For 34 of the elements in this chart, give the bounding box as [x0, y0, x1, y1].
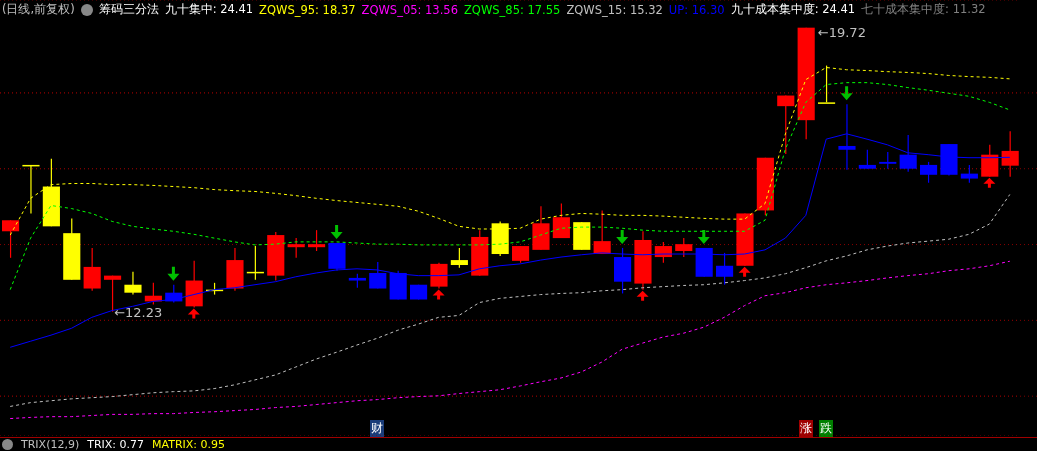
text: MATRIX: 0.95 — [152, 438, 226, 451]
candlestick — [124, 271, 142, 296]
annotation: ZQWS_85: 17.55 — [463, 2, 561, 17]
candlestick — [308, 229, 326, 252]
annotation: 财 — [370, 420, 385, 437]
candlestick — [369, 261, 387, 290]
annotation: 跌 — [819, 420, 834, 437]
annotation: ZQWS_15: 15.32 — [566, 2, 663, 17]
candlestick — [1001, 130, 1019, 178]
annotation: ←12.23 — [114, 304, 163, 320]
candlestick — [981, 144, 999, 178]
text: TRIX: 0.77 — [87, 438, 145, 451]
chart-subtitle: (日线,前复权) — [2, 2, 75, 17]
candlestick — [287, 237, 305, 259]
candlestick — [552, 202, 570, 239]
chart-title: 筹码三分法 — [98, 2, 159, 17]
candlestick — [83, 247, 101, 292]
candlestick — [858, 149, 876, 170]
annotation: UP: 16.30 — [668, 2, 725, 17]
candlestick — [777, 94, 795, 155]
candlestick — [675, 237, 693, 258]
candlestick — [716, 252, 734, 286]
annotation: ←19.72 — [817, 24, 866, 40]
annotation: 七十成本集中度: 11.32 — [861, 2, 986, 17]
candlestick — [430, 262, 448, 290]
annotation: ZQWS_95: 18.37 — [259, 2, 356, 17]
annotation: 涨 — [798, 420, 813, 437]
candlestick — [450, 247, 468, 269]
annotation: 九十集中: 24.41 — [164, 2, 254, 17]
text: TRIX(12,9) — [21, 438, 80, 451]
candlestick — [2, 219, 20, 259]
annotation: 九十成本集中度: 24.41 — [730, 2, 856, 17]
candlestick — [920, 161, 938, 184]
annotation: ZQWS_05: 13.56 — [361, 2, 458, 17]
